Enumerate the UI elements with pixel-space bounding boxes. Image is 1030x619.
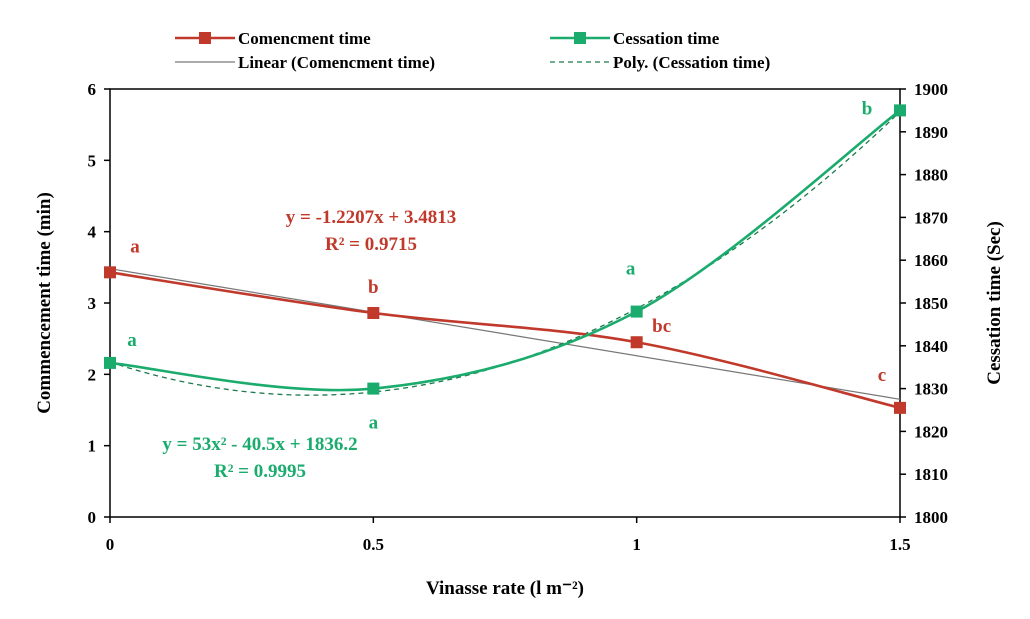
significance-letter: a — [127, 330, 137, 351]
legend: Comencment time Cessation time Linear (Com… — [175, 29, 770, 72]
linear-r2: R² = 0.9715 — [325, 234, 417, 255]
poly-equation: y = 53x² - 40.5x + 1836.2 — [162, 434, 357, 455]
legend-linear-label: Linear (Comencment time) — [238, 53, 435, 72]
y-right-tick-label: 1840 — [914, 337, 948, 356]
significance-letter: bc — [652, 316, 671, 337]
y-axis-left: 0 1 2 3 4 5 6 — [88, 80, 110, 527]
linear-equation: y = -1.2207x + 3.4813 — [286, 207, 456, 228]
x-tick-label: 1 — [632, 535, 641, 554]
significance-letter: a — [626, 259, 636, 280]
y-left-tick-label: 5 — [88, 151, 97, 170]
legend-cessation-label: Cessation time — [613, 29, 720, 48]
poly-r2: R² = 0.9995 — [214, 461, 306, 482]
legend-poly-label: Poly. (Cessation time) — [613, 53, 770, 72]
linear-trendline — [109, 268, 901, 400]
y-left-tick-label: 3 — [88, 294, 97, 313]
y-right-tick-label: 1850 — [914, 294, 948, 313]
y-right-tick-label: 1860 — [914, 251, 948, 270]
y-right-tick-label: 1800 — [914, 508, 948, 527]
x-axis: 0 0.5 1 1.5 — [106, 517, 911, 554]
data-point — [367, 382, 380, 395]
series-line-commencement — [109, 271, 901, 410]
y-axis-right-title: Cessation time (Sec) — [984, 221, 1005, 385]
significance-letter: a — [369, 413, 379, 434]
data-point — [630, 305, 643, 318]
y-right-tick-label: 1820 — [914, 422, 948, 441]
significance-letter: c — [878, 365, 886, 386]
significance-letter: a — [130, 236, 140, 257]
y-axis-left-title: Commencement time (min) — [34, 192, 55, 414]
data-point — [894, 401, 906, 414]
legend-commencement-marker — [199, 32, 211, 44]
y-left-tick-label: 4 — [88, 223, 97, 242]
y-right-tick-label: 1810 — [914, 465, 948, 484]
significance-letter: b — [862, 98, 873, 119]
y-left-tick-label: 6 — [88, 80, 97, 99]
data-point — [630, 336, 643, 349]
series — [104, 104, 906, 414]
x-tick-label: 0.5 — [363, 535, 384, 554]
annotations: a b bc c a a a b — [127, 98, 886, 433]
legend-cessation-marker — [574, 32, 586, 44]
x-axis-title: Vinasse rate (l m⁻²) — [426, 578, 584, 599]
data-point — [104, 266, 116, 279]
y-right-tick-label: 1880 — [914, 166, 948, 185]
y-left-tick-label: 0 — [88, 508, 97, 527]
y-right-tick-label: 1900 — [914, 80, 948, 99]
data-point — [367, 306, 380, 319]
legend-commencement-label: Comencment time — [238, 29, 371, 48]
trendlines — [109, 111, 901, 400]
y-axis-right: 1800 1810 1820 1830 1840 1850 1860 1870 1880 1890… — [900, 80, 948, 527]
x-tick-label: 1.5 — [889, 535, 910, 554]
y-right-tick-label: 1830 — [914, 380, 948, 399]
series-line-cessation — [109, 109, 901, 392]
data-point — [894, 104, 906, 117]
poly-trendline — [109, 111, 901, 396]
y-right-tick-label: 1890 — [914, 123, 948, 142]
data-point — [104, 356, 116, 369]
x-tick-label: 0 — [106, 535, 115, 554]
y-left-tick-label: 2 — [88, 365, 97, 384]
significance-letter: b — [368, 277, 379, 298]
y-left-tick-label: 1 — [88, 437, 97, 456]
y-right-tick-label: 1870 — [914, 208, 948, 227]
